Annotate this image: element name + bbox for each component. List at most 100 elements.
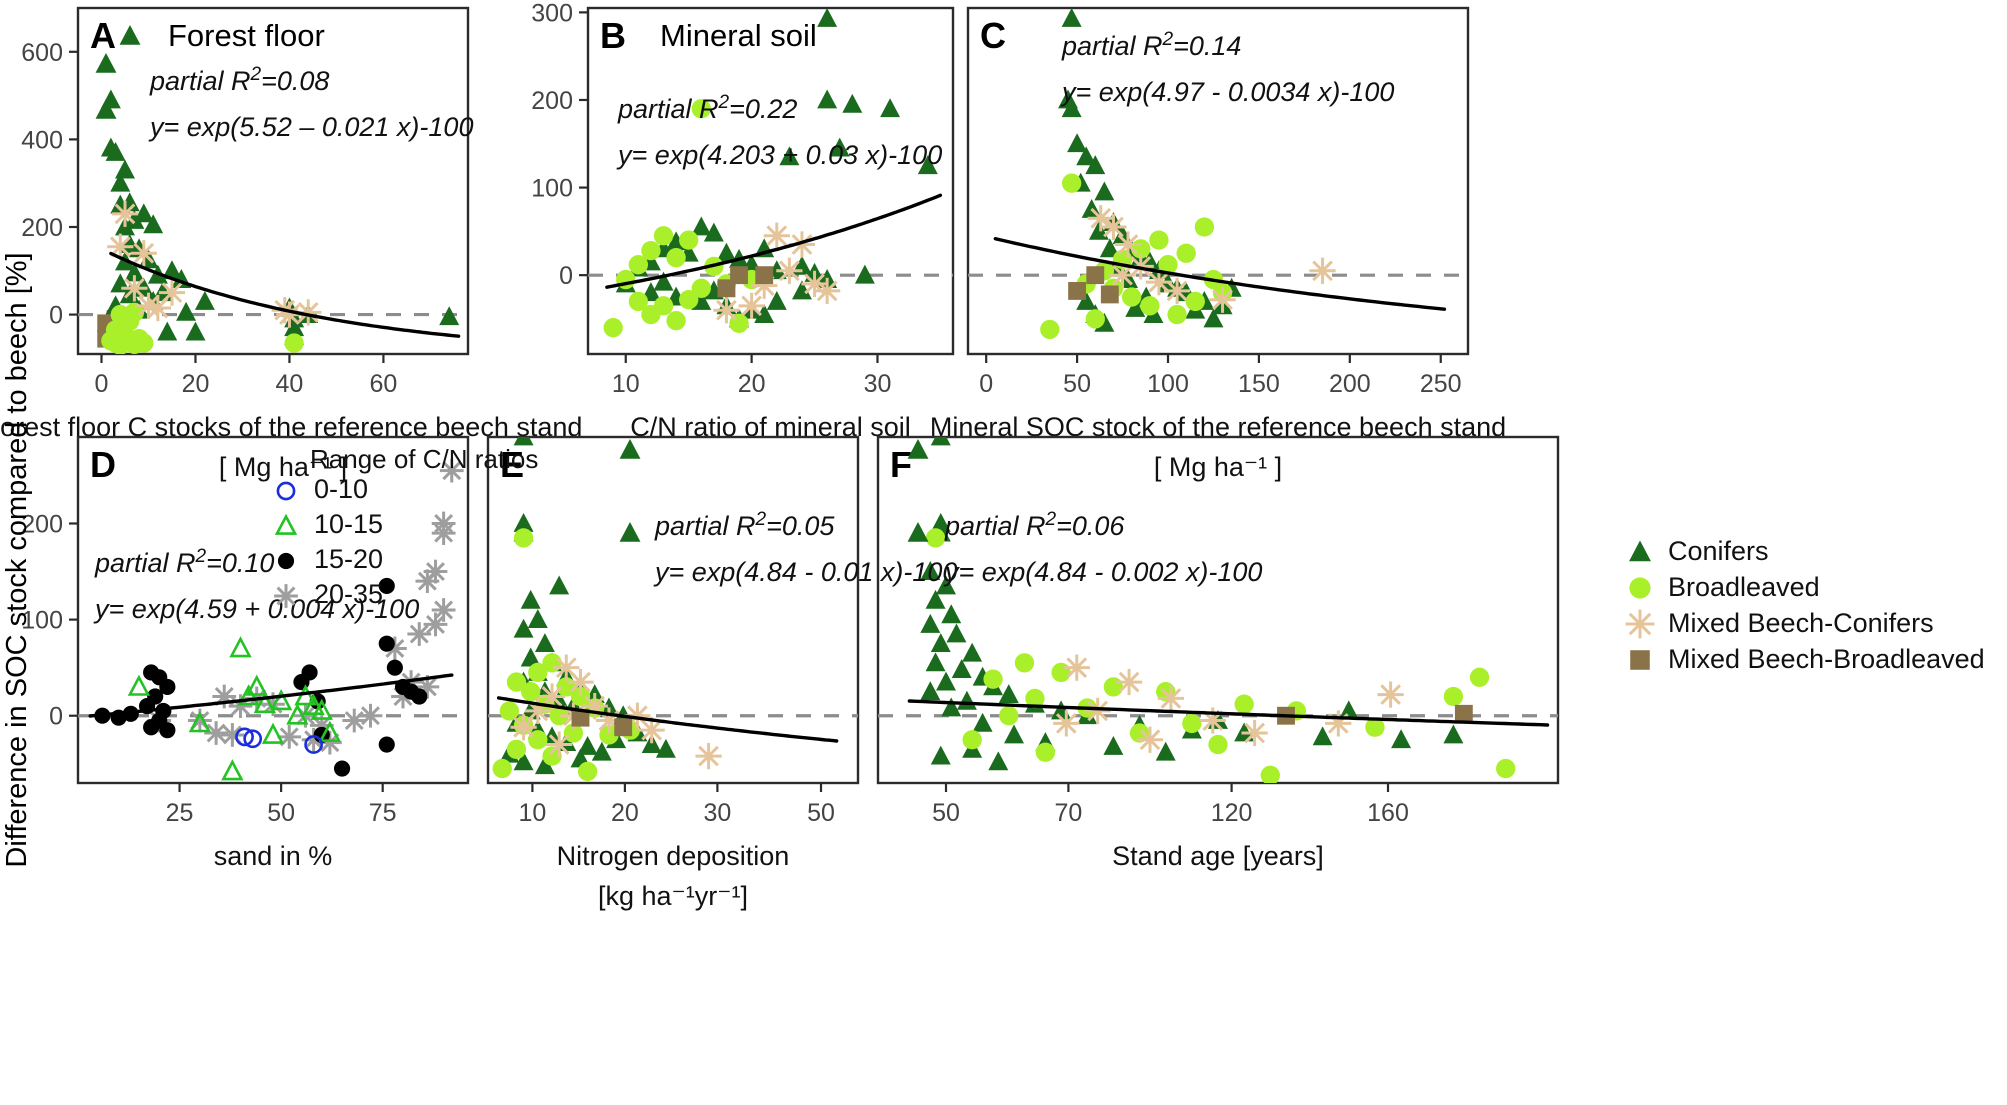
- marker-triangle: [520, 589, 541, 609]
- marker-triangle: [691, 216, 712, 236]
- cn-legend-marker-1: [274, 513, 298, 535]
- marker-asterisk: [738, 292, 765, 319]
- panel-b: [579, 6, 955, 363]
- marker-circle: [628, 254, 649, 275]
- marker-triangle: [842, 93, 863, 113]
- marker-asterisk: [277, 724, 302, 749]
- marker-triangle: [766, 290, 787, 310]
- panel-plotarea-f: [878, 437, 1558, 783]
- marker-triangle: [655, 738, 676, 758]
- marker-circle: [492, 758, 512, 779]
- marker-triangle: [1125, 297, 1146, 317]
- marker-asterisk: [107, 233, 134, 260]
- marker-square: [717, 279, 736, 298]
- panel-c-annot-equation: y= exp(4.97 - 0.0034 x)-100: [1060, 77, 1394, 107]
- marker-circle: [603, 318, 623, 338]
- marker-circle: [1085, 309, 1105, 329]
- regression-fit-line: [993, 236, 1447, 311]
- y-tick-label-100: 100: [531, 175, 573, 203]
- marker-circle: [1208, 734, 1228, 755]
- marker-triangle: [194, 290, 215, 310]
- panel-b-annot-equation: y= exp(4.203 + 0.03 x)-100: [616, 140, 942, 170]
- marker-triangle: [520, 647, 541, 667]
- marker-open-triangle: [310, 698, 333, 720]
- marker-circle: [1234, 694, 1254, 714]
- x-tick-label-120: 120: [1211, 799, 1253, 827]
- marker-asterisk: [439, 458, 464, 483]
- marker-circle: [1158, 254, 1178, 275]
- marker-asterisk: [295, 299, 322, 326]
- marker-triangle: [930, 437, 951, 446]
- panel-a-title-group: [119, 25, 141, 45]
- marker-triangle: [917, 155, 938, 175]
- marker-circle: [1103, 677, 1124, 697]
- species-legend-marker-0: [1629, 540, 1651, 562]
- marker-triangle: [619, 439, 641, 459]
- marker-asterisk: [1309, 257, 1336, 284]
- marker-square: [614, 718, 633, 737]
- panel-letter-a: A: [90, 15, 116, 56]
- marker-triangle: [1391, 729, 1412, 749]
- data-points: [603, 8, 938, 338]
- x-tick-label-100: 100: [1147, 370, 1189, 398]
- marker-circle: [691, 99, 711, 119]
- marker-circle: [1014, 653, 1035, 673]
- marker-circle: [1121, 287, 1142, 307]
- marker-triangle: [115, 159, 135, 179]
- marker-triangle: [1085, 155, 1106, 175]
- x-tick-label-0: 0: [95, 370, 109, 398]
- panel-c: [966, 6, 1470, 363]
- marker-triangle: [930, 633, 951, 653]
- marker-asterisk: [1053, 710, 1080, 737]
- marker-triangle: [907, 439, 929, 459]
- y-tick-label-200: 200: [21, 511, 63, 539]
- marker-circle: [653, 296, 674, 316]
- marker-asterisk: [130, 240, 157, 267]
- marker-triangle: [920, 681, 941, 701]
- marker-asterisk: [415, 569, 440, 594]
- panel-plotarea-a: [78, 89, 468, 354]
- marker-circle: [542, 746, 562, 766]
- panel-d-annot-r2: partial R2=0.10: [94, 546, 274, 579]
- x-tick-label-50: 50: [807, 799, 835, 827]
- marker-circle: [1061, 173, 1082, 193]
- marker-triangle: [829, 137, 850, 157]
- panel-b-title: Mineral soil: [660, 18, 817, 53]
- marker-triangle: [527, 609, 548, 629]
- x-axis-title-f: Stand age [years]: [1112, 841, 1324, 871]
- species-legend-label-3: Mixed Beech-Broadleaved: [1668, 644, 1985, 674]
- marker-circle: [666, 247, 686, 268]
- marker-triangle: [534, 755, 555, 775]
- panel-letter-d: D: [90, 444, 116, 485]
- species-legend-label-2: Mixed Beech-Conifers: [1668, 608, 1934, 638]
- marker-circle: [962, 730, 982, 750]
- marker-triangle: [1203, 308, 1224, 328]
- panel-letter-c: C: [980, 15, 1006, 56]
- marker-circle: [563, 723, 584, 743]
- marker-asterisk: [135, 292, 162, 319]
- marker-asterisk: [695, 742, 722, 770]
- panel-c-annot-r2: partial R2=0.14: [1061, 29, 1241, 62]
- panel-plotarea-d: [78, 458, 468, 781]
- cn-legend-marker-2: [277, 552, 295, 570]
- marker-circle: [521, 682, 541, 702]
- marker-asterisk: [510, 714, 537, 741]
- marker-open-triangle: [286, 703, 309, 725]
- marker-circle: [284, 333, 304, 353]
- marker-circle: [1194, 217, 1215, 237]
- x-tick-label-50: 50: [932, 799, 960, 827]
- x-tick-label-30: 30: [703, 799, 731, 827]
- marker-circle: [1496, 758, 1516, 779]
- marker-circle: [999, 706, 1019, 726]
- regression-fit-line: [497, 696, 839, 743]
- x-tick-label-50: 50: [267, 799, 295, 827]
- marker-triangle: [988, 751, 1009, 771]
- marker-filled-circle: [378, 736, 395, 753]
- marker-asterisk: [567, 668, 594, 696]
- marker-triangle: [854, 264, 875, 284]
- y-tick-label-100: 100: [21, 607, 63, 635]
- marker-square: [1630, 650, 1650, 670]
- marker-triangle: [951, 659, 972, 678]
- marker-triangle: [1094, 181, 1115, 201]
- panel-a: [69, 6, 470, 363]
